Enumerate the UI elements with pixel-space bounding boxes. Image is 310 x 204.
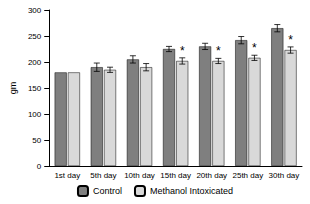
svg-text:0: 0: [37, 162, 42, 171]
svg-text:20th day: 20th day: [196, 171, 227, 180]
svg-text:50: 50: [32, 136, 41, 145]
svg-text:15th day: 15th day: [160, 171, 191, 180]
svg-text:300: 300: [28, 6, 42, 15]
svg-text:*: *: [288, 33, 293, 47]
svg-text:*: *: [252, 41, 257, 55]
svg-text:200: 200: [28, 58, 42, 67]
svg-text:25th day: 25th day: [232, 171, 263, 180]
svg-text:Control: Control: [93, 186, 122, 196]
svg-text:5th day: 5th day: [90, 171, 116, 180]
svg-text:250: 250: [28, 32, 42, 41]
svg-text:*: *: [180, 44, 185, 58]
svg-text:*: *: [216, 44, 221, 58]
svg-text:gm: gm: [8, 82, 18, 95]
svg-text:150: 150: [28, 84, 42, 93]
svg-text:1st day: 1st day: [54, 171, 80, 180]
svg-text:30th day: 30th day: [269, 171, 300, 180]
svg-text:Methanol Intoxicated: Methanol Intoxicated: [150, 186, 233, 196]
svg-text:10th day: 10th day: [124, 171, 155, 180]
svg-text:100: 100: [28, 110, 42, 119]
